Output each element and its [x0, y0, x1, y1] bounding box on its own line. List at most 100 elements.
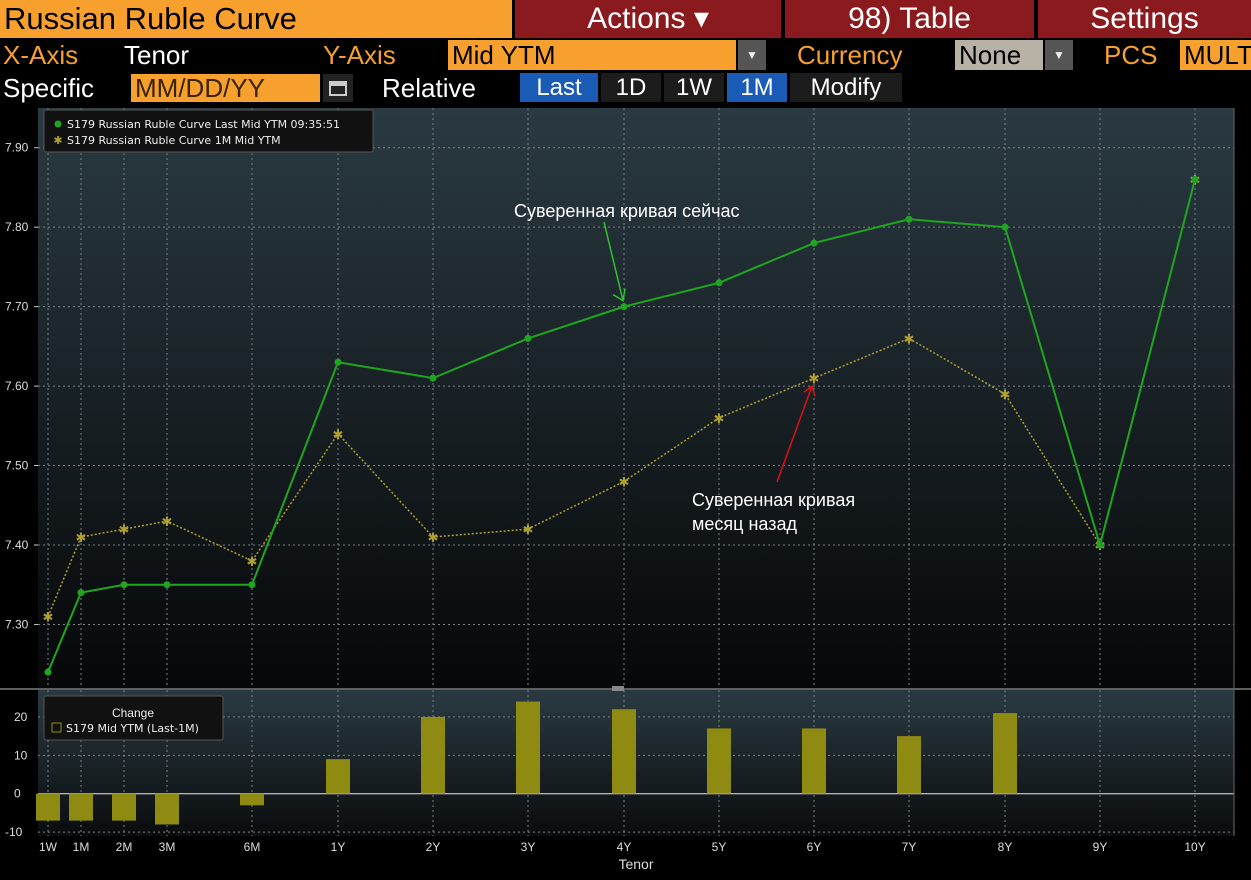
curve-chart: ✱✱✱✱✱✱✱✱✱✱✱✱✱✱✱ 7.307.407.507.607.707.80… [0, 104, 1251, 875]
tab-last[interactable]: Last [520, 73, 598, 102]
change-bar[interactable] [155, 793, 179, 825]
change-bar[interactable] [802, 728, 826, 794]
page-title: Russian Ruble Curve [0, 0, 512, 38]
x-tick-label: 3Y [521, 840, 536, 854]
series-1m-point[interactable]: ✱ [43, 610, 54, 625]
series-last-point[interactable] [334, 358, 342, 366]
legend-marker-1m: ✱ [53, 134, 62, 147]
change-bar[interactable] [993, 713, 1017, 794]
x-axis-title: Tenor [618, 856, 653, 872]
y-tick-label: 7.70 [5, 300, 29, 314]
header-bar: Russian Ruble Curve Actions ▾ 98) Table … [0, 0, 1251, 38]
x-tick-label: 1Y [331, 840, 346, 854]
panel-splitter-handle[interactable] [612, 686, 624, 691]
calendar-icon[interactable] [323, 74, 353, 102]
y-tick-label: 7.80 [5, 220, 29, 234]
currency-select[interactable]: None [955, 40, 1043, 70]
pcs-field[interactable]: MULT [1180, 40, 1251, 70]
series-1m-point[interactable]: ✱ [119, 523, 130, 538]
date-input[interactable]: MM/DD/YY [131, 74, 320, 102]
x-tick-label: 10Y [1184, 840, 1205, 854]
tab-1m[interactable]: 1M [727, 73, 787, 102]
x-tick-label: 6Y [807, 840, 822, 854]
x-tick-label: 1W [39, 840, 58, 854]
series-1m-point[interactable]: ✱ [619, 475, 630, 490]
x-tick-label: 6M [244, 840, 261, 854]
series-last-point[interactable] [524, 334, 532, 342]
series-last-point[interactable] [1001, 223, 1009, 231]
series-1m-point[interactable]: ✱ [714, 412, 725, 427]
date-bar: Specific MM/DD/YY Relative [0, 72, 1251, 104]
change-bar[interactable] [707, 728, 731, 794]
series-1m-point[interactable]: ✱ [904, 332, 915, 347]
series-last-point[interactable] [120, 581, 128, 589]
x-tick-label: 9Y [1093, 840, 1108, 854]
y-axis-select[interactable]: Mid YTM [448, 40, 736, 70]
currency-label: Currency [797, 40, 903, 70]
series-1m-line [47, 179, 1196, 617]
annotation-arrowhead-current [612, 288, 626, 302]
x-tick-label: 2M [116, 840, 133, 854]
y-tick-label: 7.90 [5, 141, 29, 155]
y-axis-label: Y-Axis [323, 40, 396, 70]
change-bar[interactable] [421, 716, 445, 794]
series-1m-point[interactable]: ✱ [333, 428, 344, 443]
sub-y-tick-label: -10 [5, 825, 23, 839]
series-last-point[interactable] [1096, 541, 1104, 549]
x-tick-label: 4Y [617, 840, 632, 854]
change-bar[interactable] [240, 793, 264, 806]
series-1m-point[interactable]: ✱ [809, 372, 820, 387]
y-tick-label: 7.60 [5, 379, 29, 393]
series-last-point[interactable] [905, 215, 913, 223]
series-last-point[interactable] [77, 589, 85, 597]
x-axis-value[interactable]: Tenor [124, 40, 190, 70]
settings-button[interactable]: Settings [1038, 0, 1251, 38]
y-axis-dropdown-icon[interactable]: ▼ [738, 40, 766, 70]
actions-menu-button[interactable]: Actions ▾ [515, 0, 781, 38]
series-last-point[interactable] [620, 303, 628, 311]
series-last-point[interactable] [715, 279, 723, 287]
sub-y-tick-label: 0 [14, 787, 21, 801]
y-tick-label: 7.50 [5, 459, 29, 473]
series-1m-point[interactable]: ✱ [76, 531, 87, 546]
series-last-point[interactable] [163, 581, 171, 589]
axes-bar: X-Axis Tenor Y-Axis Mid YTM ▼ Currency N… [0, 38, 1251, 72]
series-1m-point[interactable]: ✱ [523, 523, 534, 538]
series-last-point[interactable] [429, 374, 437, 382]
change-bar[interactable] [612, 709, 636, 794]
series-1m-point[interactable]: ✱ [247, 555, 258, 570]
series-1m-point[interactable]: ✱ [428, 531, 439, 546]
annotation-current-curve: Суверенная кривая сейчас [514, 201, 740, 221]
change-bar[interactable] [897, 736, 921, 794]
tab-modify[interactable]: Modify [790, 73, 902, 102]
series-1m-point[interactable]: ✱ [1000, 388, 1011, 403]
change-bar[interactable] [326, 759, 350, 794]
change-bar[interactable] [516, 701, 540, 794]
series-last-point[interactable] [810, 239, 818, 247]
change-legend [43, 695, 224, 741]
annotation-arrow-month-ago [776, 385, 813, 483]
change-legend-title: Change [112, 706, 154, 720]
currency-dropdown-icon[interactable]: ▼ [1045, 40, 1073, 70]
change-bar[interactable] [112, 793, 136, 821]
tab-1w[interactable]: 1W [664, 73, 724, 102]
table-button[interactable]: 98) Table [785, 0, 1034, 38]
legend-label-change: S179 Mid YTM (Last-1M) [66, 722, 199, 735]
y-tick-label: 7.40 [5, 538, 29, 552]
change-bar[interactable] [69, 793, 93, 821]
x-tick-label: 5Y [712, 840, 727, 854]
chart-panel: ✱✱✱✱✱✱✱✱✱✱✱✱✱✱✱ 7.307.407.507.607.707.80… [0, 104, 1251, 875]
series-last-point[interactable] [1191, 176, 1199, 184]
x-axis-label: X-Axis [3, 40, 79, 70]
series-last-point[interactable] [44, 668, 52, 676]
x-tick-label: 3M [159, 840, 176, 854]
series-last-point[interactable] [248, 581, 256, 589]
series-1m-point[interactable]: ✱ [162, 515, 173, 530]
legend-label-1m: S179 Russian Ruble Curve 1M Mid YTM [67, 134, 281, 147]
change-bar[interactable] [36, 793, 60, 821]
annotation-month-ago-line1: Суверенная кривая [692, 490, 855, 510]
tab-1d[interactable]: 1D [601, 73, 661, 102]
annotation-arrowhead-month-ago [803, 384, 816, 397]
x-tick-label: 2Y [426, 840, 441, 854]
x-tick-label: 7Y [902, 840, 917, 854]
